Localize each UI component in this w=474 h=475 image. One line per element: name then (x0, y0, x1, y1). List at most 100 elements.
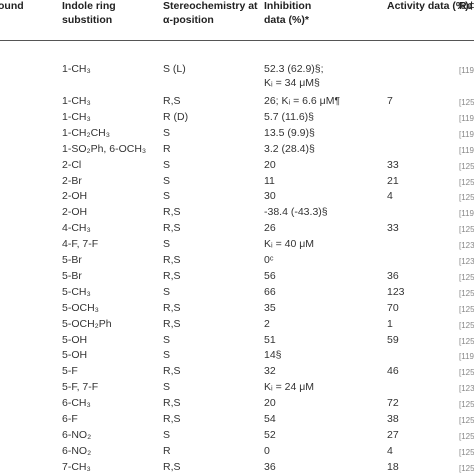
inhibition-cell: 52.3 (62.9)§; (264, 63, 324, 75)
substitution-cell: 1-CH₃ (62, 95, 91, 107)
ref-cell: [125 (459, 98, 474, 107)
ref-cell: [125 (459, 161, 474, 171)
substitution-cell: 1-CH₂CH₃ (62, 126, 111, 139)
ref-cell: [123 (459, 241, 474, 251)
inhibition-cell: 0ᶜ (264, 254, 274, 266)
ref-cell: [125 (459, 447, 474, 457)
substitution-cell: 5-OCH₂Ph (62, 317, 112, 330)
inhibition-cell: 30 (264, 190, 276, 203)
inhibition-cell: 26 (264, 222, 276, 235)
activity-cell: 123 (387, 285, 405, 298)
inhibition-cell: 13.5 (9.9)§ (264, 126, 315, 139)
stereo-cell: R,S (163, 95, 181, 107)
substitution-cell: 6-NO₂ (62, 428, 92, 441)
substitution-cell: 2-Cl (62, 158, 82, 171)
inhibition-cell: 3.2 (28.4)§ (264, 142, 315, 155)
activity-cell: 7 (387, 95, 393, 107)
stereo-cell: S (L) (163, 63, 186, 75)
substitution-cell: 5-OH (62, 349, 88, 362)
activity-cell: 59 (387, 333, 399, 346)
substitution-cell: 1-CH₃ (62, 63, 91, 75)
substitution-cell: 7-CH₃ (62, 460, 91, 473)
inhibition-cell: 56 (264, 269, 276, 282)
inhibition-cell: 26; Kᵢ = 6.6 μM¶ (264, 95, 341, 107)
header-rule (0, 40, 474, 41)
ref-cell: [125 (459, 288, 474, 298)
substitution-cell: 5-F, 7-F (62, 381, 99, 394)
stereo-cell: S (163, 238, 171, 251)
stereo-cell: R (163, 444, 171, 457)
stereo-cell: R,S (163, 460, 181, 473)
column-header: substition (62, 14, 113, 26)
substitution-cell: 5-Br (62, 254, 82, 266)
column-header: Stereochemistry at (163, 0, 258, 12)
column-header: Activity data (%)‡ (387, 0, 474, 12)
stereo-cell: S (163, 428, 171, 441)
inhibition-cell: 5.7 (11.6)§ (264, 110, 315, 123)
substitution-cell: 6-CH₃ (62, 397, 91, 410)
inhibition-cell: 32 (264, 365, 276, 378)
inhibition-cell: 11 (264, 174, 275, 187)
activity-cell: 38 (387, 413, 399, 425)
inhibition-cell: 2 (264, 317, 270, 330)
substitution-cell: 1-CH₃ (62, 110, 91, 123)
column-header: Indole ring (62, 0, 116, 12)
stereo-cell: R (D) (163, 110, 189, 123)
inhibition-cell: 36 (264, 460, 276, 473)
ref-cell: [125 (459, 272, 474, 282)
ref-cell: [123 (459, 257, 474, 266)
activity-cell: 4 (387, 444, 393, 457)
inhibition-cell: 51 (264, 333, 276, 346)
activity-cell: 70 (387, 301, 399, 314)
inhibition-cell: 0 (264, 444, 270, 457)
column-header: α-position (163, 14, 214, 26)
activity-cell: 27 (387, 428, 399, 441)
substitution-cell: 5-F (62, 365, 78, 378)
inhibition-cell: 35 (264, 301, 276, 314)
substitution-cell: 2-OH (62, 206, 88, 219)
activity-cell: 18 (387, 460, 399, 473)
ref-cell: [119 (459, 145, 474, 155)
activity-cell: 46 (387, 365, 399, 378)
stereo-cell: R,S (163, 365, 181, 378)
stereo-cell: R,S (163, 397, 181, 410)
stereo-cell: R,S (163, 301, 181, 314)
ref-cell: [125 (459, 304, 474, 314)
ref-cell: [119 (459, 113, 474, 123)
inhibition-cell: 52 (264, 428, 276, 441)
substitution-cell: 5-Br (62, 269, 82, 282)
stereo-cell: S (163, 333, 171, 346)
ref-cell: [125 (459, 416, 474, 425)
ref-cell: [125 (459, 336, 474, 346)
inhibition-cell: Kᵢ = 24 μM (264, 381, 315, 394)
column-header: Re (459, 0, 473, 12)
stereo-cell: S (163, 190, 171, 203)
stereo-cell: R,S (163, 317, 181, 330)
stereo-cell: R,S (163, 413, 181, 425)
substitution-cell: 4-CH₃ (62, 222, 91, 235)
inhibition-cell: 20 (264, 397, 276, 410)
inhibition-cell: 14§ (264, 349, 282, 362)
ref-cell: [119 (459, 129, 474, 139)
stereo-cell: S (163, 126, 171, 139)
stereo-cell: S (163, 174, 171, 187)
substitution-cell: 2-Br (62, 174, 82, 187)
ref-cell: [119 (459, 66, 474, 75)
ref-cell: [125 (459, 368, 474, 378)
ref-cell: [125 (459, 400, 474, 410)
inhibition-cell: Kᵢ = 34 μM§ (264, 77, 320, 89)
ref-cell: [125 (459, 193, 474, 203)
activity-cell: 33 (387, 222, 399, 235)
activity-cell: 36 (387, 269, 399, 282)
stereo-cell: R,S (163, 222, 181, 235)
column-header: data (%)* (264, 14, 309, 26)
stereo-cell: S (163, 285, 171, 298)
ref-cell: [125 (459, 320, 474, 330)
ref-cell: [125 (459, 463, 474, 473)
substitution-cell: 1-SO₂Ph, 6-OCH₃ (62, 142, 147, 155)
substitution-cell: 5-OH (62, 333, 88, 346)
substitution-cell: 6-NO₂ (62, 444, 92, 457)
activity-cell: 33 (387, 158, 399, 171)
inhibition-cell: 54 (264, 413, 276, 425)
